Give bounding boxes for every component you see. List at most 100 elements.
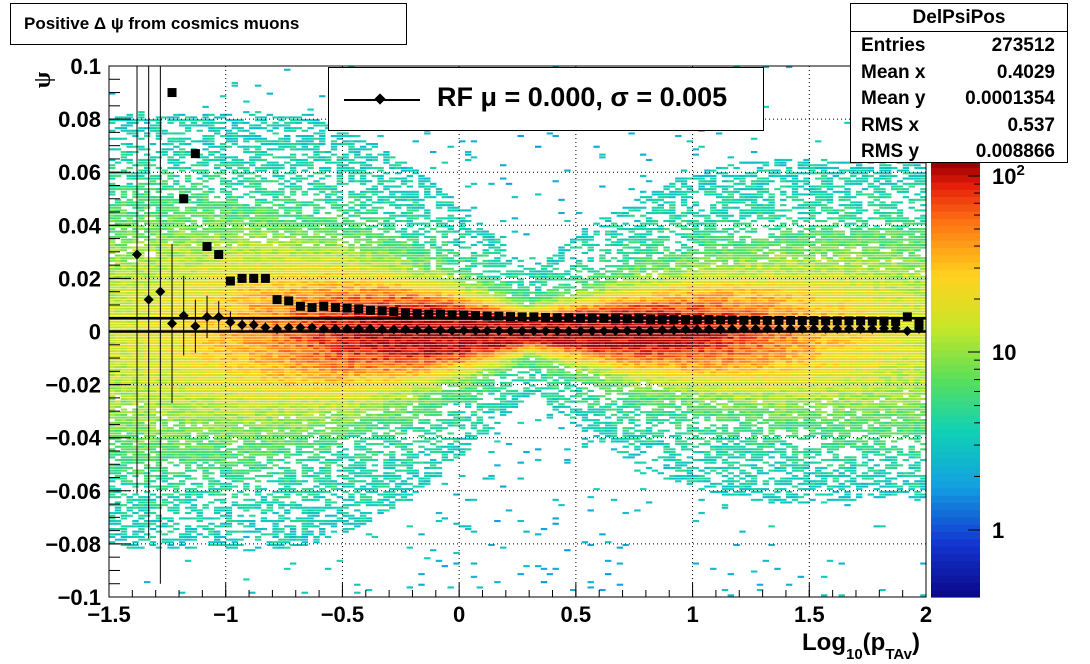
heatmap-bin xyxy=(295,164,303,167)
heatmap-bin xyxy=(254,201,262,204)
heatmap-bin xyxy=(231,251,238,254)
heatmap-bin xyxy=(202,148,209,151)
heatmap-bin xyxy=(161,533,168,536)
heatmap-bin xyxy=(155,387,163,390)
heatmap-bin xyxy=(260,419,268,422)
heatmap-bin xyxy=(278,405,285,408)
heatmap-bin xyxy=(324,466,332,469)
heatmap-bin xyxy=(155,188,163,191)
heatmap-bin xyxy=(266,371,273,374)
heatmap-bin xyxy=(249,265,256,268)
heatmap-bin xyxy=(324,251,332,254)
heatmap-bin xyxy=(313,241,320,244)
heatmap-bin xyxy=(289,312,297,315)
heatmap-bin xyxy=(319,220,326,223)
heatmap-bin xyxy=(155,243,163,246)
heatmap-bin xyxy=(307,108,314,111)
heatmap-bin xyxy=(330,246,338,249)
heatmap-bin xyxy=(202,158,209,161)
heatmap-bin xyxy=(295,392,303,395)
heatmap-bin xyxy=(126,121,133,124)
heatmap-bin xyxy=(254,448,262,451)
heatmap-bin xyxy=(202,392,209,395)
heatmap-bin xyxy=(202,472,209,475)
heatmap-bin xyxy=(173,267,180,270)
heatmap-bin xyxy=(289,525,297,528)
heatmap-bin xyxy=(219,281,227,284)
heatmap-bin xyxy=(324,257,332,260)
heatmap-bin xyxy=(109,472,116,475)
heatmap-bin xyxy=(109,376,116,379)
heatmap-bin xyxy=(132,188,139,191)
heatmap-bin xyxy=(161,204,168,207)
heatmap-bin xyxy=(190,535,198,538)
heatmap-bin xyxy=(266,148,273,151)
heatmap-bin xyxy=(254,305,262,308)
heatmap-bin xyxy=(272,379,279,382)
heatmap-bin xyxy=(278,344,285,347)
heatmap-bin xyxy=(190,408,198,411)
heatmap-bin xyxy=(114,419,122,422)
heatmap-bin xyxy=(260,251,268,254)
heatmap-bin xyxy=(109,400,116,403)
heatmap-bin xyxy=(225,328,233,331)
heatmap-bin xyxy=(301,241,308,244)
heatmap-bin xyxy=(266,543,273,546)
heatmap-bin xyxy=(289,400,297,403)
heatmap-bin xyxy=(167,198,174,201)
heatmap-bin xyxy=(202,254,209,257)
heatmap-bin xyxy=(173,408,180,411)
heatmap-bin xyxy=(109,413,116,416)
heatmap-bin xyxy=(179,121,186,124)
heatmap-bin xyxy=(319,435,326,438)
heatmap-bin xyxy=(266,305,273,308)
heatmap-bin xyxy=(173,376,180,379)
heatmap-bin xyxy=(120,323,128,326)
heatmap-bin xyxy=(289,320,297,323)
heatmap-bin xyxy=(179,358,186,361)
heatmap-bin xyxy=(260,498,268,501)
heatmap-bin xyxy=(126,151,133,154)
heatmap-bin xyxy=(266,212,273,215)
heatmap-bin xyxy=(179,220,186,223)
heatmap-bin xyxy=(167,140,174,143)
heatmap-bin xyxy=(114,209,122,212)
heatmap-bin xyxy=(289,164,297,167)
heatmap-bin xyxy=(289,185,297,188)
heatmap-bin xyxy=(126,119,133,122)
heatmap-bin xyxy=(120,289,128,292)
heatmap-bin xyxy=(284,403,291,406)
heatmap-bin xyxy=(208,286,215,289)
heatmap-bin xyxy=(173,389,180,392)
heatmap-bin xyxy=(179,397,186,400)
heatmap-bin xyxy=(324,220,332,223)
heatmap-bin xyxy=(254,352,262,355)
heatmap-bin xyxy=(295,429,303,432)
heatmap-bin xyxy=(161,257,168,260)
heatmap-bin xyxy=(295,233,303,236)
heatmap-bin xyxy=(249,206,256,209)
heatmap-bin xyxy=(132,541,139,544)
heatmap-bin xyxy=(120,456,128,459)
heatmap-bin xyxy=(301,251,308,254)
heatmap-bin xyxy=(155,397,163,400)
heatmap-bin xyxy=(173,217,180,220)
heatmap-bin xyxy=(214,225,221,228)
heatmap-bin xyxy=(237,453,244,456)
heatmap-bin xyxy=(120,262,128,265)
heatmap-bin xyxy=(109,448,116,451)
heatmap-bin xyxy=(184,249,192,252)
heatmap-bin xyxy=(260,416,268,419)
heatmap-bin xyxy=(254,411,262,414)
heatmap-bin xyxy=(202,469,209,472)
heatmap-bin xyxy=(161,225,168,228)
heatmap-bin xyxy=(319,334,326,337)
heatmap-bin xyxy=(126,411,133,414)
heatmap-bin xyxy=(167,392,174,395)
heatmap-bin xyxy=(109,281,116,284)
heatmap-bin xyxy=(190,228,198,231)
heatmap-bin xyxy=(319,135,326,138)
heatmap-bin xyxy=(284,453,291,456)
heatmap-bin xyxy=(278,336,285,339)
heatmap-bin xyxy=(161,501,168,504)
